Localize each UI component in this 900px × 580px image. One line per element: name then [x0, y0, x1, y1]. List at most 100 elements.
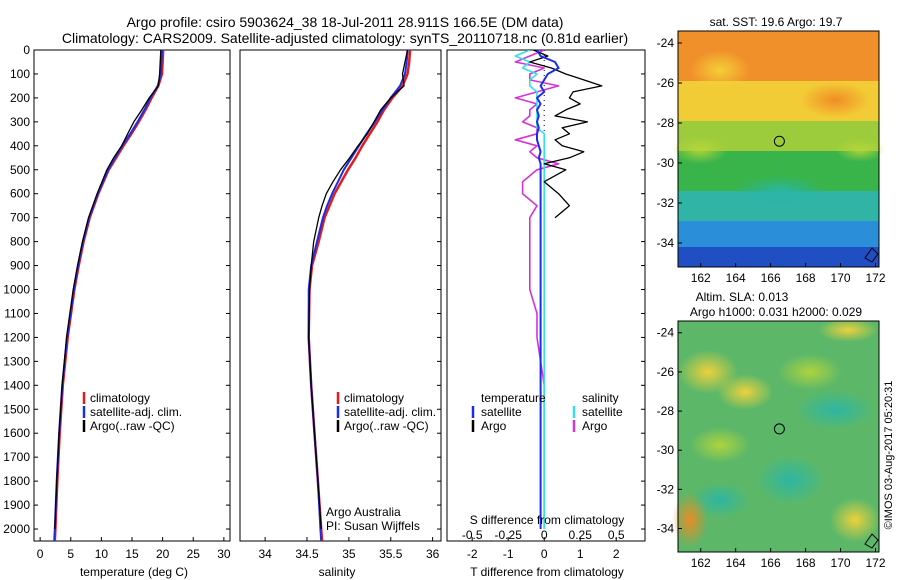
argo-position-marker [773, 135, 785, 147]
satellite-series-line [307, 50, 409, 541]
salinity-xlabel: salinity [319, 565, 356, 579]
x-tick-label: -2 [467, 547, 478, 561]
imos-credit: ©IMOS 03-Aug-2017 05:20:31 [883, 381, 895, 530]
difference-axis: -2 -1 0 1 2 -0.5 -0.25 0 0.25 0.5 [462, 528, 625, 561]
sla-orange-patch [672, 492, 708, 548]
s-tick-label: 0 [541, 528, 548, 542]
salinity-argo-series-line [514, 50, 560, 529]
lon-tick-label: 166 [761, 556, 781, 570]
lat-tick-label: -32 [657, 482, 675, 496]
x-tick-label: 10 [95, 547, 109, 561]
temperature-satellite-series-line [536, 50, 560, 529]
depth-tick-label: 1400 [3, 378, 30, 392]
sst-map-frame [677, 30, 880, 268]
sla-map-axes: 162 164 166 168 170 172 -24 -26 -28 -30 -32 -34 [657, 326, 886, 570]
sst-lime-patch [672, 136, 728, 164]
difference-xlabel-top: S difference from climatology [470, 513, 625, 527]
lon-tick-label: 170 [831, 271, 851, 285]
sst-band-deep-blue [678, 247, 879, 267]
lon-tick-label: 162 [691, 271, 711, 285]
legend-label-climatology: climatology [90, 391, 150, 405]
lat-tick-label: -26 [657, 365, 675, 379]
sla-map-subtitle: Argo h1000: 0.031 h2000: 0.029 [690, 305, 862, 319]
sla-lime-patch [778, 354, 842, 390]
legend-label-s-satellite: satellite [582, 405, 623, 419]
salinity-axes-frame [239, 49, 442, 542]
sla-lime-patch [690, 427, 750, 463]
lat-tick-label: -32 [657, 196, 675, 210]
lat-tick-label: -24 [657, 326, 675, 340]
depth-tick-label: 700 [10, 211, 30, 225]
x-tick-label: 35.5 [379, 547, 403, 561]
x-tick-label: 35 [342, 547, 356, 561]
difference-xlabel: T difference from climatology [470, 565, 624, 579]
climatology-series-line [307, 50, 412, 541]
lon-tick-label: 162 [691, 556, 711, 570]
legend-label-s-argo: Argo [582, 419, 608, 433]
figure-title-line1: Argo profile: csiro 5903624_38 18-Jul-20… [127, 14, 564, 30]
depth-tick-label: 1900 [3, 498, 30, 512]
sla-yellow-patch [818, 318, 878, 342]
sst-teal-patch [735, 176, 825, 204]
s-tick-label: 0.5 [608, 528, 625, 542]
sst-lime-patch [835, 138, 885, 162]
sst-warm-patch [800, 82, 870, 118]
x-tick-label: 25 [187, 547, 201, 561]
x-tick-label: 34.5 [295, 547, 319, 561]
lon-tick-label: 164 [726, 556, 746, 570]
lat-tick-label: -28 [657, 116, 675, 130]
figure-title-line2: Climatology: CARS2009. Satellite-adjuste… [62, 30, 628, 46]
x-tick-label: 0 [37, 547, 44, 561]
lat-tick-label: -34 [657, 236, 675, 250]
temperature-legend: climatology satellite-adj. clim. Argo(..… [82, 391, 182, 433]
x-tick-label: 20 [156, 547, 170, 561]
sst-warm-patch [690, 50, 750, 90]
lat-tick-label: -28 [657, 404, 675, 418]
climatology-series-line [53, 50, 165, 541]
depth-tick-label: 500 [10, 163, 30, 177]
difference-plot [514, 50, 603, 529]
temperature-argo-series-line [529, 50, 603, 219]
salinity-annotation-line1: Argo Australia [326, 505, 401, 519]
legend-label-argo: Argo(..raw -QC) [90, 419, 175, 433]
legend-header-salinity: salinity [582, 391, 619, 405]
depth-tick-label: 0 [23, 43, 30, 57]
s-tick-label: -0.25 [495, 528, 523, 542]
sla-yellow-patch [717, 374, 773, 410]
lat-tick-label: -34 [657, 522, 675, 536]
s-tick-label: -0.5 [462, 528, 483, 542]
depth-tick-label: 800 [10, 235, 30, 249]
lon-tick-label: 164 [726, 271, 746, 285]
lat-tick-label: -26 [657, 76, 675, 90]
depth-tick-label: 1700 [3, 450, 30, 464]
depth-tick-label: 1500 [3, 402, 30, 416]
sst-map-image [672, 31, 885, 267]
legend-label-t-argo: Argo [481, 419, 507, 433]
difference-legend: temperature salinity satellite Argo sate… [471, 391, 623, 433]
depth-tick-label: 200 [10, 91, 30, 105]
s-tick-label: 0.25 [569, 528, 593, 542]
lat-tick-label: -30 [657, 443, 675, 457]
depth-tick-label: 400 [10, 139, 30, 153]
x-tick-label: 1 [577, 547, 584, 561]
depth-tick-label: 600 [10, 187, 30, 201]
x-tick-label: 5 [67, 547, 74, 561]
argo-position-marker [773, 423, 785, 435]
depth-tick-label: 1600 [3, 426, 30, 440]
depth-tick-label: 1100 [4, 306, 30, 320]
legend-label-climatology: climatology [344, 391, 404, 405]
depth-tick-label: 900 [10, 259, 30, 273]
temperature-axes-frame [33, 49, 231, 542]
lon-tick-label: 172 [865, 556, 885, 570]
x-tick-label: 36 [426, 547, 440, 561]
depth-tick-label: 2000 [3, 522, 30, 536]
x-tick-label: 30 [217, 547, 231, 561]
coastline-icon [864, 247, 879, 263]
difference-axes-frame [446, 49, 646, 542]
lat-tick-label: -24 [657, 36, 675, 50]
temperature-axis: 0 5 10 15 20 25 30 [37, 537, 231, 561]
salinity-annotation-line2: PI: Susan Wijffels [326, 519, 420, 533]
legend-label-satellite: satellite-adj. clim. [344, 405, 436, 419]
legend-label-t-satellite: satellite [481, 405, 522, 419]
lon-tick-label: 166 [761, 271, 781, 285]
